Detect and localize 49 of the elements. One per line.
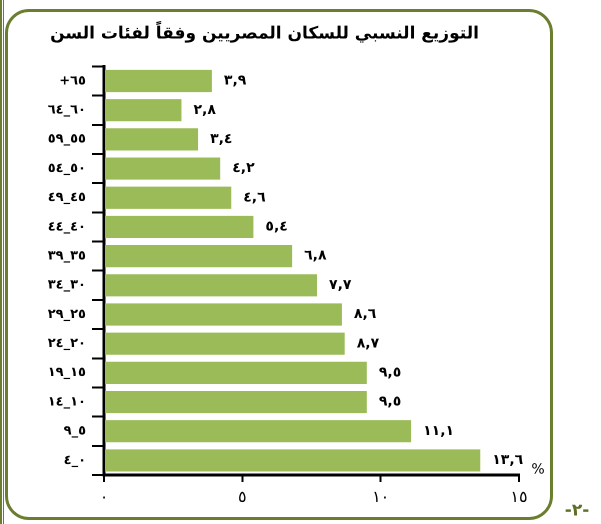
y-tick-label: ٣٥_٣٩: [48, 248, 86, 264]
y-tick-label: ٢٠_٢٤: [48, 336, 86, 352]
data-label: ٦,٨: [304, 248, 327, 264]
y-tick-label: +٦٥: [59, 73, 86, 88]
bar: [105, 420, 412, 442]
bar: [105, 303, 342, 326]
data-label: ٤,٦: [243, 189, 266, 206]
data-label: ٩,٥: [378, 394, 402, 410]
x-tick-label: ٥: [238, 486, 247, 506]
data-label: ١٣,٦: [492, 452, 524, 468]
data-label: ٩,٥: [378, 364, 402, 380]
bar: [105, 157, 220, 180]
bar: [105, 99, 182, 122]
data-label: ٥,٤: [265, 218, 288, 235]
x-tick-label: ٠: [100, 486, 108, 506]
data-label: ٣,٩: [224, 72, 247, 89]
bar: [105, 332, 345, 355]
bar: [105, 186, 232, 209]
bar: [105, 70, 212, 92]
data-label: ٢,٨: [193, 102, 216, 118]
bar: [105, 216, 254, 238]
y-tick-label: ٥٥_٥٩: [48, 132, 86, 147]
y-tick-label: ١٥_١٩: [48, 365, 86, 380]
y-tick-label: ٥_٩: [64, 424, 86, 439]
y-tick-label: ٤٠_٤٤: [48, 219, 86, 234]
data-label: ٣,٤: [210, 131, 232, 148]
y-tick-label: ٠_٤: [64, 452, 86, 468]
data-label: ٨,٦: [354, 306, 377, 322]
y-tick-label: ٣٠_٣٤: [48, 278, 86, 293]
text: %: [531, 462, 545, 478]
data-label: ٨,٧: [356, 335, 380, 352]
y-tick-label: ٥٠_٥٤: [48, 160, 86, 176]
bar: [105, 245, 292, 268]
bar: [105, 274, 318, 296]
y-tick-label: ٦٠_٦٤: [48, 102, 86, 118]
y-tick-label: ١٠_١٤: [48, 394, 86, 410]
text: -٢-: [564, 500, 590, 520]
bar: [105, 362, 367, 384]
data-label: ٤,٢: [232, 160, 256, 176]
data-label: ٧,٧: [329, 276, 352, 293]
bar: [105, 390, 367, 414]
bar: [105, 449, 480, 472]
chart-title: التوزيع النسبي للسكان المصريين وفقاً لفئات السن: [50, 20, 479, 44]
y-tick-label: ٢٥_٢٩: [48, 306, 86, 322]
bar: [105, 128, 198, 150]
data-label: ١١,١: [423, 422, 454, 439]
x-tick-label: ١٥: [510, 486, 528, 506]
x-tick-label: ١٠: [372, 486, 390, 506]
y-tick-label: ٤٥_٤٩: [48, 190, 86, 206]
